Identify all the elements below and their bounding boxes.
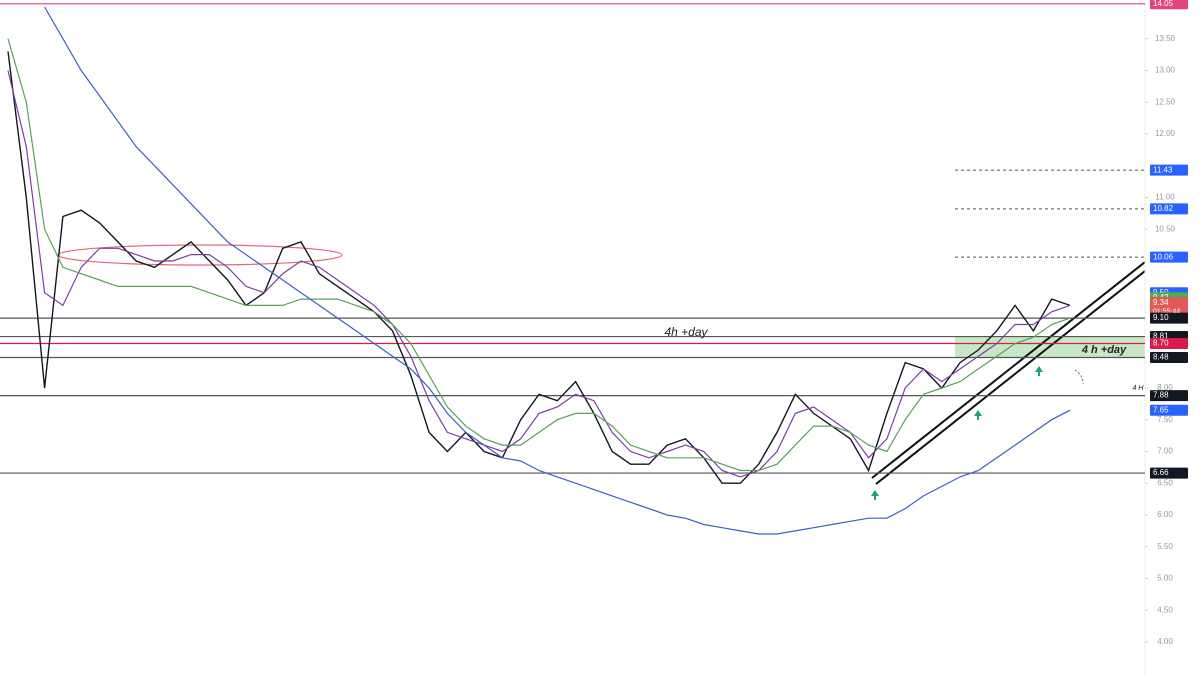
trendline — [875, 270, 1146, 485]
price-tag — [1150, 203, 1188, 215]
price-tag — [1150, 0, 1188, 10]
price-tag-label: 9.10 — [1153, 313, 1169, 322]
price-tag-label: 14.05 — [1153, 0, 1174, 8]
series-line — [44, 6, 1071, 535]
price-tag — [1150, 467, 1188, 479]
y-tick-label: 11.00 — [1155, 193, 1175, 202]
y-tick-label: 12.50 — [1155, 97, 1176, 106]
price-tag — [1150, 390, 1188, 402]
y-tick-label: 12.00 — [1155, 129, 1176, 138]
price-tag-label: 8.70 — [1153, 339, 1169, 348]
price-tag-label: 6.66 — [1153, 468, 1169, 477]
arrow — [871, 490, 879, 500]
price-tag — [1150, 404, 1188, 416]
y-tick-label: 6.50 — [1157, 478, 1173, 487]
y-tick-label: 7.00 — [1157, 447, 1173, 456]
price-tag-label: 7.65 — [1153, 405, 1169, 414]
price-tag-label: 10.82 — [1153, 204, 1174, 213]
annotation: 4h +day — [664, 325, 708, 339]
annotation: 4 h +day — [1081, 344, 1127, 356]
price-tag-label: 11.43 — [1153, 165, 1173, 174]
y-tick-label: 5.00 — [1157, 574, 1173, 583]
price-tag — [1150, 338, 1188, 350]
price-tag — [1150, 296, 1188, 317]
annotation: 4 H — [1133, 385, 1145, 392]
countdown: 01:55:44 — [1153, 309, 1180, 316]
arrow — [974, 410, 982, 420]
arrows — [871, 366, 1043, 500]
series-line — [7, 51, 1071, 484]
price-tag-label: 9.34 — [1153, 298, 1169, 307]
y-tick-label: 4.00 — [1157, 637, 1173, 646]
y-tick-label: 6.00 — [1157, 510, 1173, 519]
y-tick-label: 5.50 — [1157, 542, 1173, 551]
y-tick-label: 13.50 — [1155, 34, 1176, 43]
price-tag-label: 7.88 — [1153, 391, 1169, 400]
price-tag — [1150, 312, 1188, 324]
y-tick-label: 13.00 — [1155, 66, 1176, 75]
y-tick-label: 8.00 — [1157, 383, 1173, 392]
series-line — [7, 70, 1071, 478]
price-tag-label: 8.81 — [1153, 332, 1169, 341]
price-tag — [1150, 164, 1188, 176]
price-tag-label: 10.06 — [1153, 252, 1174, 261]
trendline — [871, 261, 1146, 479]
highlight-ellipse — [57, 244, 343, 266]
projection — [1074, 369, 1084, 385]
price-tag — [1150, 251, 1188, 263]
y-tick-label: 4.50 — [1157, 605, 1173, 614]
y-tick-label: 10.50 — [1155, 224, 1176, 233]
price-tag — [1150, 352, 1188, 364]
price-tag-label: 8.48 — [1153, 353, 1169, 362]
y-tick-label: 7.50 — [1157, 415, 1173, 424]
series-line — [7, 38, 1071, 472]
arrow — [1035, 366, 1043, 376]
